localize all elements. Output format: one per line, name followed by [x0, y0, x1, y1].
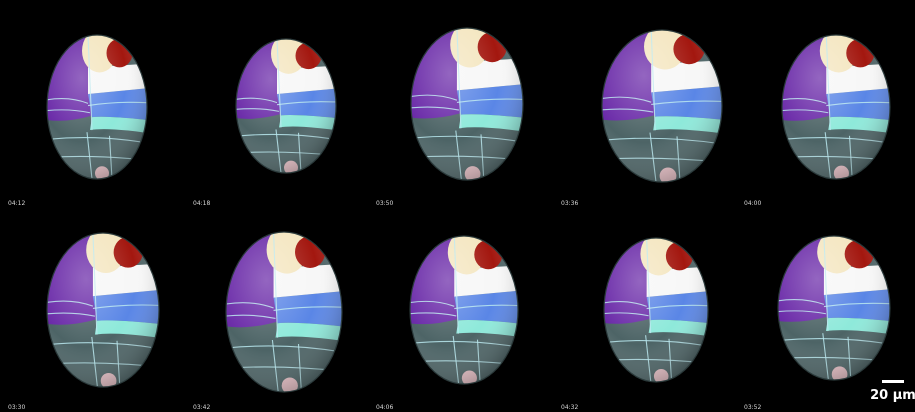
scale-bar: 20 µm [870, 380, 915, 403]
embryo-shading [778, 236, 890, 380]
embryo-2 [235, 38, 337, 174]
embryo-shading [236, 39, 336, 173]
embryo-shading [604, 238, 708, 382]
time-label: 03:36 [561, 200, 578, 207]
time-label: 04:00 [744, 200, 761, 207]
embryo-shading [226, 232, 342, 392]
scale-bar-label: 20 µm [870, 388, 915, 403]
time-label: 03:50 [376, 200, 393, 207]
embryo-outline [781, 34, 891, 180]
embryo-outline [601, 29, 723, 183]
embryo-shading [782, 35, 890, 179]
embryo-8 [409, 235, 519, 385]
time-label: 04:12 [8, 200, 25, 207]
time-label: 04:18 [193, 200, 210, 207]
embryo-shading [47, 233, 159, 387]
embryo-shading [410, 236, 518, 384]
time-label: 04:06 [376, 404, 393, 411]
time-label: 03:52 [744, 404, 761, 411]
time-label: 03:42 [193, 404, 210, 411]
embryo-10 [777, 235, 891, 381]
embryo-1 [46, 34, 148, 180]
embryo-shading [411, 28, 523, 180]
embryo-outline [777, 235, 891, 381]
embryo-outline [46, 232, 160, 388]
embryo-outline [603, 237, 709, 383]
embryo-shading [602, 30, 722, 182]
scale-bar-line [882, 380, 904, 383]
embryo-5 [781, 34, 891, 180]
embryo-outline [410, 27, 524, 181]
embryo-shading [47, 35, 147, 179]
embryo-outline [225, 231, 343, 393]
embryo-outline [46, 34, 148, 180]
embryo-outline [235, 38, 337, 174]
time-label: 04:32 [561, 404, 578, 411]
embryo-outline [409, 235, 519, 385]
time-label: 03:30 [8, 404, 25, 411]
